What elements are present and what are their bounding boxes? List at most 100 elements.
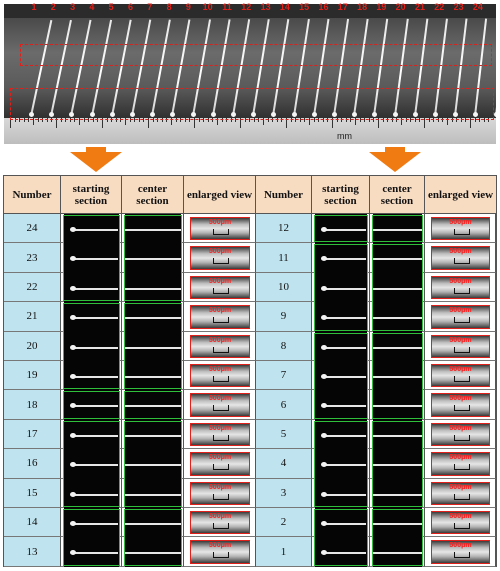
right-center-wire: [373, 346, 422, 349]
right-enlarged-image: 500μm: [431, 305, 490, 329]
ruler-tick: [391, 118, 393, 122]
right-enlarged-image: 500μm: [431, 452, 490, 476]
left-center-wire: [125, 493, 181, 496]
ruler-tick: [19, 118, 21, 122]
ruler-tick: [69, 118, 71, 122]
right-starting-wire: [324, 287, 366, 290]
left-enlarged-image: 500μm: [190, 334, 250, 358]
ruler-tick: [217, 118, 218, 125]
left-group-box: [63, 420, 120, 507]
right-center-image: [373, 390, 422, 420]
wire-number-label: 4: [89, 2, 95, 12]
right-starting-tip: [321, 432, 327, 438]
ruler-tick: [134, 118, 136, 122]
right-number-cell: 3: [256, 478, 312, 508]
ruler-tick: [414, 118, 416, 122]
ruler-tick: [350, 118, 352, 122]
left-group-box: [124, 303, 182, 390]
wire-number-label: 23: [453, 2, 464, 12]
left-center-wire: [125, 376, 181, 378]
left-starting-tip: [70, 227, 76, 232]
left-center-image: [125, 361, 181, 391]
ruler-tick: [244, 118, 246, 122]
wire-tip: [332, 112, 337, 117]
ruler-tick: [138, 118, 140, 122]
left-enlarged-image: 500μm: [190, 364, 250, 388]
left-enlarged-image: 500μm: [190, 275, 250, 300]
scale-bar-icon: [213, 229, 229, 235]
scale-bar-label: 500μm: [208, 366, 232, 373]
left-enlarged-image: 500μm: [190, 393, 250, 417]
scale-bar-label: 500μm: [208, 219, 232, 226]
right-starting-tip: [321, 550, 327, 556]
right-center-wire: [373, 464, 422, 467]
left-starting-tip: [70, 344, 76, 350]
ruler-tick: [171, 118, 172, 125]
left-starting-tip: [70, 491, 76, 497]
wire-tip: [29, 112, 34, 117]
ruler-tick: [479, 118, 481, 122]
scale-bar-label: 500μm: [449, 248, 472, 256]
scale-bar-label: 500μm: [449, 395, 472, 403]
wire-sample-photo: mm: [4, 4, 496, 144]
right-center-wire: [373, 405, 422, 408]
ruler-tick: [368, 118, 370, 122]
wire-number-label: 15: [299, 2, 310, 12]
arrow-down-right-icon: [369, 152, 421, 172]
ruler-tick: [97, 118, 99, 122]
ruler-tick: [161, 118, 163, 122]
scale-bar-icon: [453, 464, 470, 471]
right-center-image: [373, 449, 422, 479]
left-center-wire: [125, 317, 181, 320]
ruler-tick: [299, 118, 301, 122]
ruler-tick: [129, 118, 131, 122]
left-center-wire: [125, 552, 181, 555]
left-number-cell: 19: [4, 361, 61, 391]
right-center-wire: [373, 229, 422, 231]
right-center-image: [373, 243, 422, 273]
ruler-tick: [60, 118, 62, 122]
right-center-wire: [373, 434, 422, 437]
header-starting-right: starting section: [312, 176, 370, 214]
left-center-image: [125, 331, 181, 361]
scale-bar-label: 500μm: [449, 513, 472, 520]
right-center-image: [373, 419, 422, 450]
left-starting-wire: [73, 287, 118, 290]
ruler-tick: [203, 118, 205, 122]
right-starting-tip: [321, 462, 327, 468]
header-center-left: center section: [122, 176, 184, 214]
right-number-cell: 2: [256, 508, 312, 538]
ruler-tick: [451, 118, 453, 122]
ruler-tick: [180, 118, 182, 122]
right-group-box: [372, 420, 423, 507]
wire-number-label: 9: [185, 2, 191, 12]
right-starting-wire: [324, 405, 366, 408]
right-starting-tip: [321, 227, 327, 232]
ruler-tick: [313, 118, 315, 122]
left-center-image: [125, 214, 181, 244]
right-starting-wire: [324, 552, 366, 555]
scale-bar-icon: [453, 287, 470, 294]
right-group-box: [314, 244, 368, 331]
scale-bar-icon: [453, 317, 470, 324]
right-starting-tip: [321, 344, 327, 350]
right-center-image: [373, 478, 422, 508]
scale-bar-label: 500μm: [449, 277, 472, 285]
left-number-cell: 20: [4, 331, 61, 361]
ruler-tick: [456, 118, 458, 122]
ruler-tick: [74, 118, 76, 122]
scale-bar-icon: [453, 229, 470, 235]
right-enlarged-image: 500μm: [431, 217, 490, 241]
left-group-box: [124, 509, 182, 566]
scale-bar-icon: [213, 523, 229, 529]
right-group-box: [372, 244, 423, 331]
scale-bar-label: 500μm: [208, 336, 232, 344]
ruler-tick: [267, 118, 269, 122]
ruler-tick: [10, 118, 11, 128]
wire-tip: [69, 112, 75, 117]
right-center-wire: [373, 376, 422, 378]
right-number-cell: 4: [256, 449, 312, 479]
scale-bar-icon: [213, 464, 229, 471]
scale-bar-icon: [213, 346, 229, 353]
right-starting-tip: [321, 315, 327, 321]
